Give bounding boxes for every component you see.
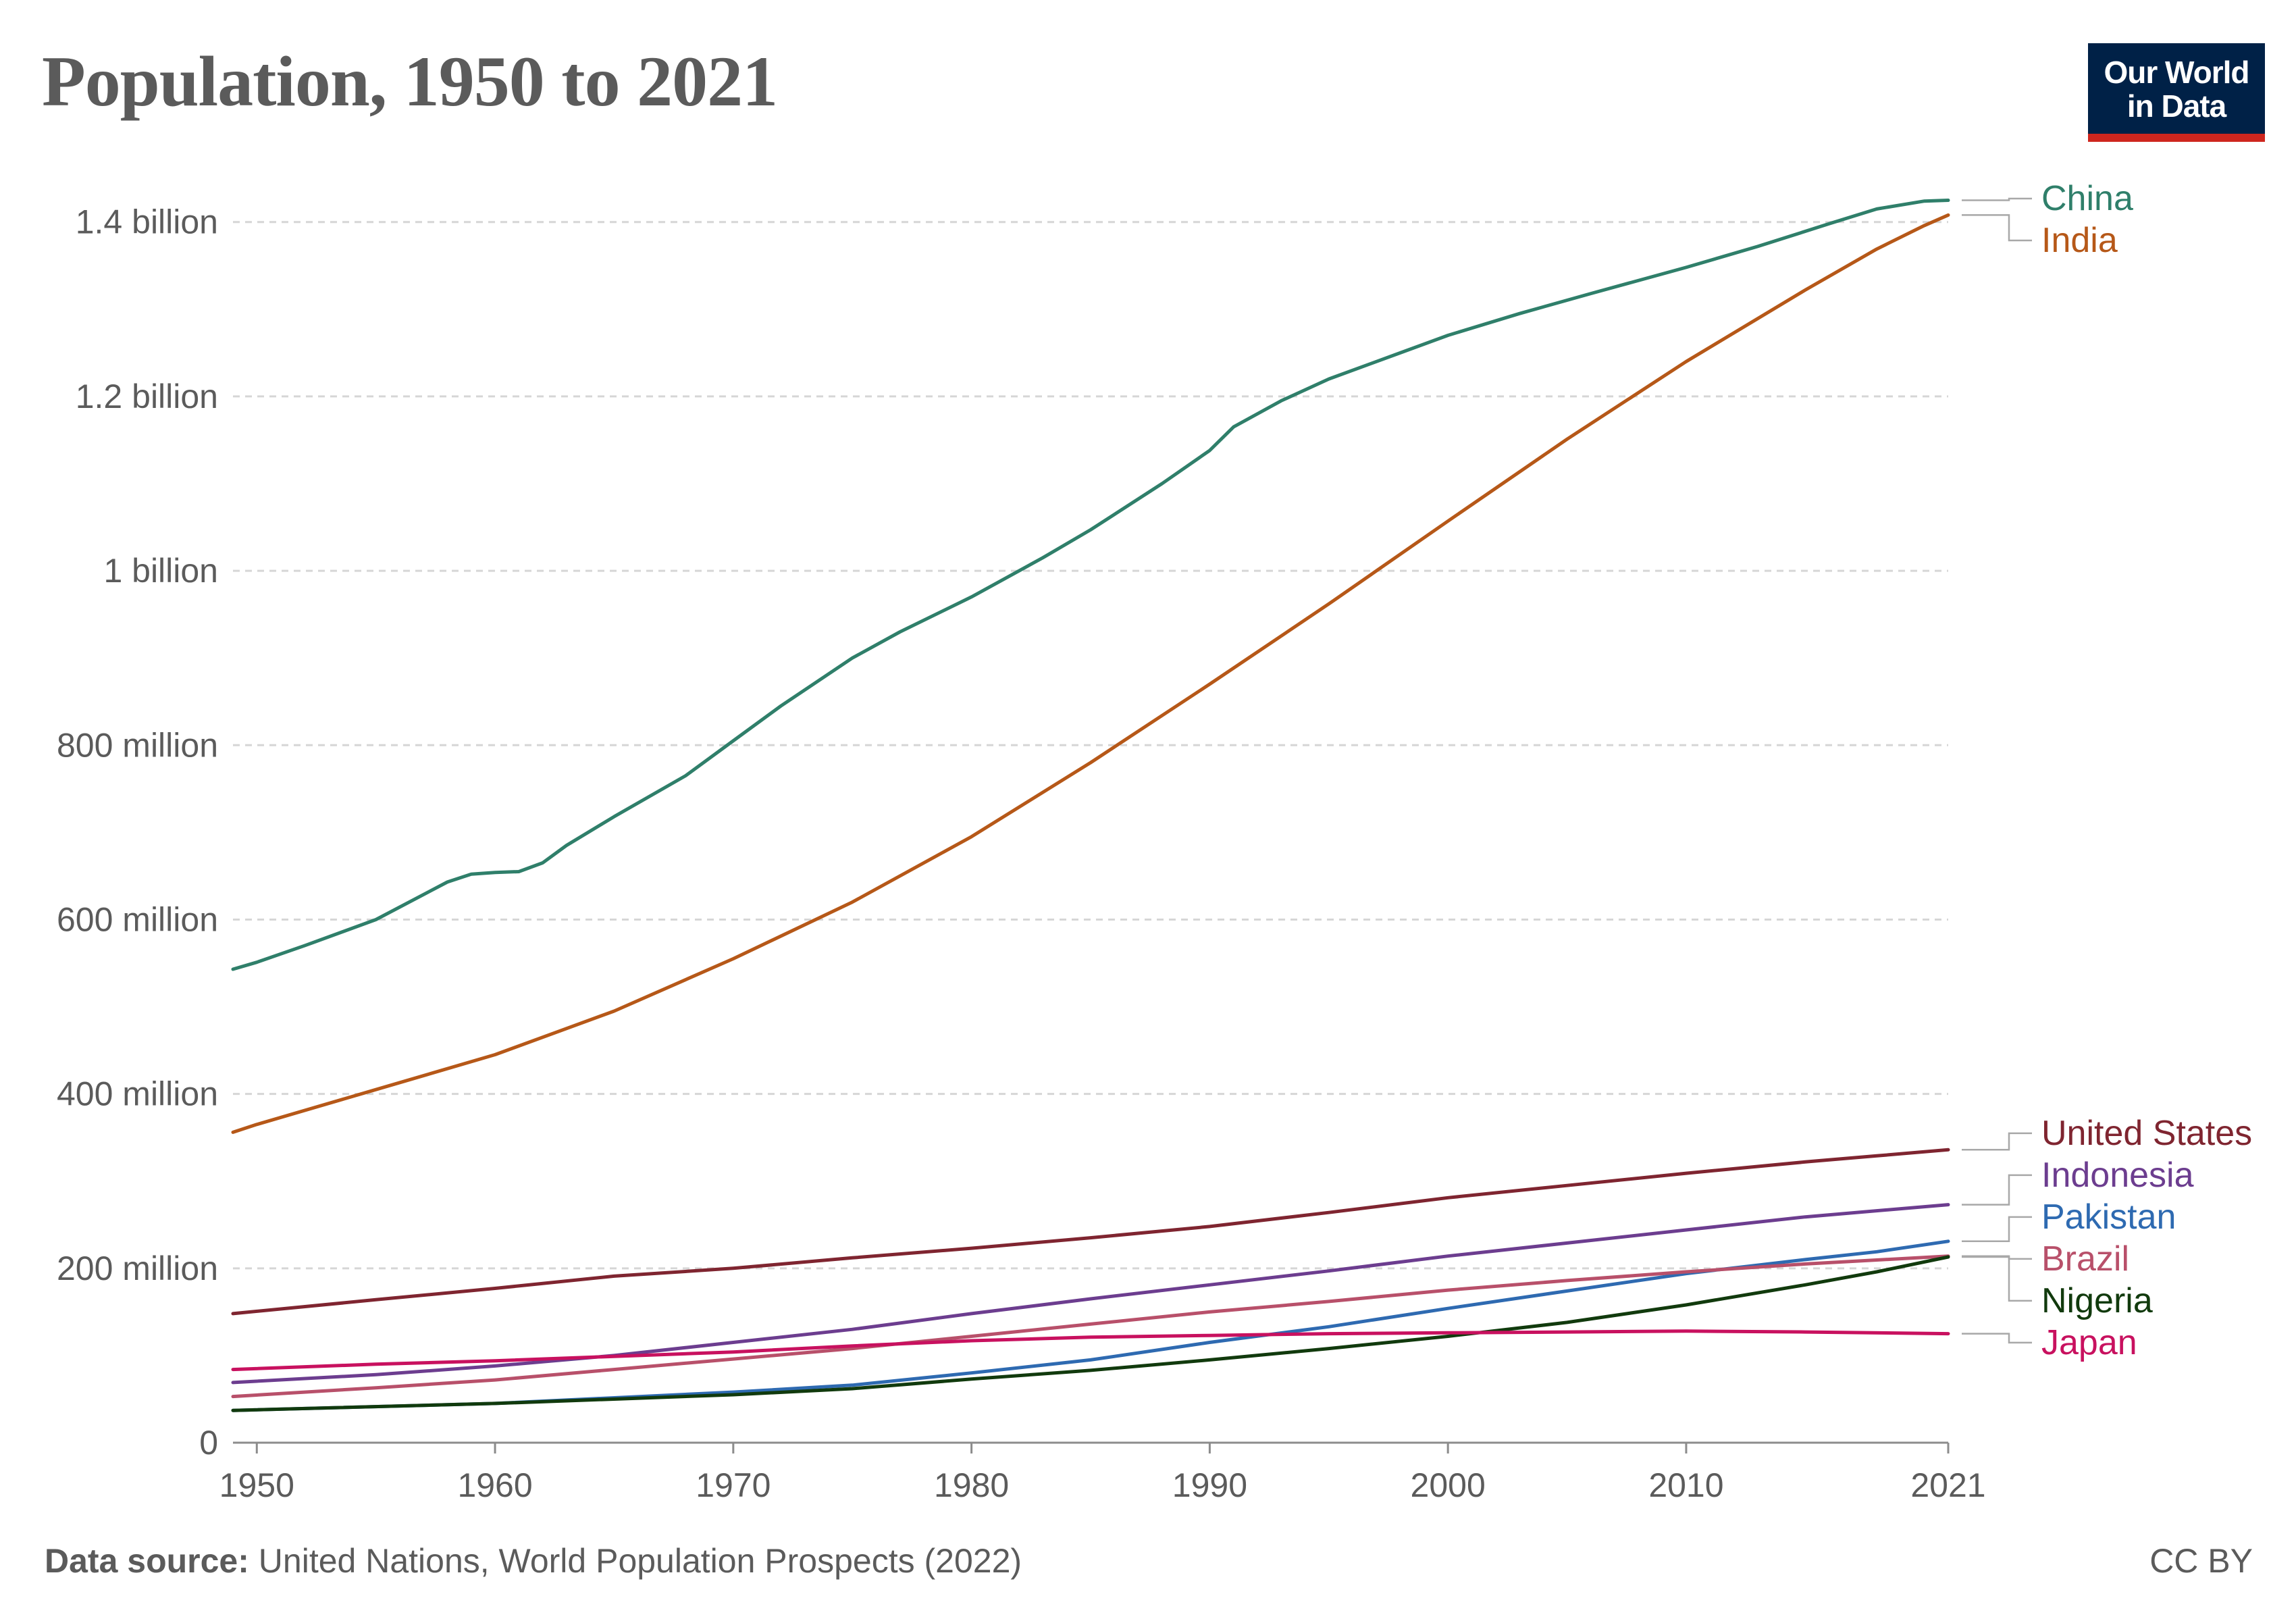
x-tick-label: 1960 <box>457 1466 532 1504</box>
x-tick-label: 2010 <box>1648 1466 1723 1504</box>
legend-connector <box>1962 1255 2032 1260</box>
legend-connector <box>1962 1216 2032 1243</box>
logo-line-1: Our World <box>2104 55 2249 90</box>
x-tick-label: 1950 <box>219 1466 294 1504</box>
x-tick-label: 1990 <box>1172 1466 1247 1504</box>
series-line-united-states[interactable] <box>231 1148 1950 1316</box>
legend-label-indonesia[interactable]: Indonesia <box>2041 1156 2194 1195</box>
legend-connector <box>1962 1132 2032 1151</box>
legend-connector <box>1962 197 2032 201</box>
y-tick-label: 800 million <box>57 726 218 764</box>
y-tick-label: 200 million <box>57 1250 218 1287</box>
license-label[interactable]: CC BY <box>2149 1542 2253 1580</box>
legend-connector <box>1962 1174 2032 1206</box>
gridlines <box>233 221 1948 1270</box>
axes: 0 200 million 400 million 600 million 800 mi… <box>57 203 1986 1504</box>
y-tick-label: 400 million <box>57 1075 218 1113</box>
legend-label-india[interactable]: India <box>2041 221 2118 260</box>
y-tick-label: 1 billion <box>103 552 218 590</box>
y-tick-label: 1.2 billion <box>76 378 218 415</box>
owid-logo[interactable]: Our World in Data <box>2088 43 2265 142</box>
x-tick-label: 2000 <box>1411 1466 1486 1504</box>
y-tick-label: 1.4 billion <box>76 203 218 241</box>
legend-label-brazil[interactable]: Brazil <box>2041 1239 2129 1279</box>
y-tick-label: 0 <box>199 1424 218 1462</box>
data-source-text: United Nations, World Population Prospec… <box>258 1542 1022 1580</box>
x-tick-label: 1970 <box>696 1466 771 1504</box>
series-line-indonesia[interactable] <box>231 1203 1950 1385</box>
series-lines <box>231 199 1950 1412</box>
y-tick-label: 600 million <box>57 900 218 938</box>
legend-connector <box>1962 1256 2032 1302</box>
data-source: Data source: United Nations, World Popul… <box>45 1541 1022 1580</box>
series-line-japan[interactable] <box>231 1329 1950 1372</box>
legend-connector <box>1962 1333 2032 1344</box>
series-line-brazil[interactable] <box>231 1254 1950 1399</box>
legend-label-japan[interactable]: Japan <box>2041 1323 2137 1362</box>
legend-label-united-states[interactable]: United States <box>2041 1114 2252 1153</box>
logo-line-2: in Data <box>2127 88 2226 124</box>
series-line-india[interactable] <box>231 213 1950 1134</box>
series-line-pakistan[interactable] <box>231 1239 1950 1412</box>
legend-connector <box>1962 214 2032 242</box>
series-line-china[interactable] <box>231 199 1950 971</box>
legend-label-pakistan[interactable]: Pakistan <box>2041 1198 2176 1237</box>
legend-label-nigeria[interactable]: Nigeria <box>2041 1281 2153 1320</box>
x-tick-label: 2021 <box>1910 1466 1985 1504</box>
legend-label-china[interactable]: China <box>2041 179 2133 218</box>
x-tick-label: 1980 <box>934 1466 1009 1504</box>
chart-title: Population, 1950 to 2021 <box>42 42 778 121</box>
data-source-label: Data source: <box>45 1542 249 1580</box>
series-line-nigeria[interactable] <box>231 1255 1950 1412</box>
